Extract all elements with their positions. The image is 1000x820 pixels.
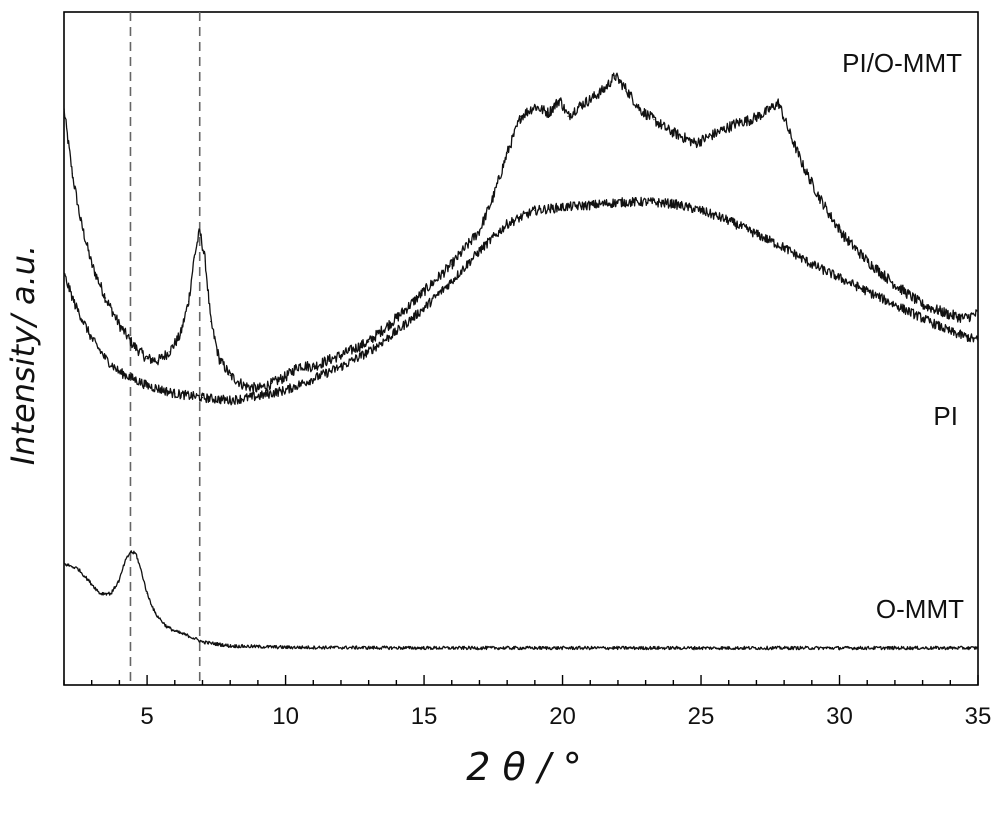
data-point bbox=[567, 115, 569, 117]
data-point bbox=[653, 119, 655, 121]
data-point bbox=[229, 374, 231, 377]
x-tick-label-10: 10 bbox=[272, 703, 299, 730]
series-2 bbox=[63, 550, 979, 651]
data-point bbox=[201, 397, 204, 399]
data-point bbox=[271, 382, 273, 385]
series-label-pi: PI bbox=[933, 401, 958, 431]
plot-frame bbox=[63, 11, 979, 686]
x-tick-label-30: 30 bbox=[826, 703, 853, 730]
data-point bbox=[866, 290, 868, 292]
data-point bbox=[736, 122, 738, 124]
series-line bbox=[63, 550, 979, 651]
series-label-o-mmt: O-MMT bbox=[876, 594, 964, 624]
x-tick-label-20: 20 bbox=[549, 703, 576, 730]
y-axis-title: Intensity/ a.u. bbox=[4, 245, 42, 465]
x-axis-ticks: 5 10 15 20 25 30 35 bbox=[63, 675, 992, 730]
series-0 bbox=[63, 72, 979, 394]
series-line bbox=[63, 72, 979, 394]
series-line bbox=[63, 196, 979, 406]
data-point bbox=[977, 312, 979, 315]
series-1 bbox=[63, 196, 979, 406]
data-point bbox=[168, 351, 170, 353]
x-tick-label-35: 35 bbox=[965, 703, 992, 730]
x-tick-label-5: 5 bbox=[140, 703, 153, 730]
series-label-pi-o-mmt: PI/O-MMT bbox=[842, 48, 962, 78]
reference-lines bbox=[129, 12, 201, 685]
x-tick-label-15: 15 bbox=[411, 703, 438, 730]
series-group bbox=[63, 72, 979, 651]
x-axis-title: 2 θ / ° bbox=[466, 745, 581, 789]
x-tick-label-25: 25 bbox=[688, 703, 715, 730]
